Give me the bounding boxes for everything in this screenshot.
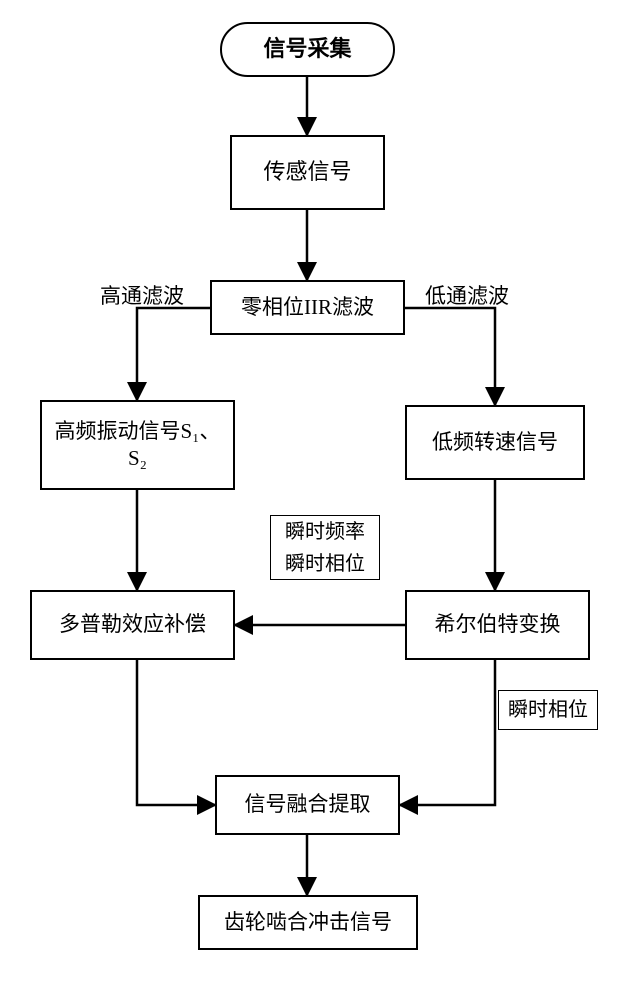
flowchart-canvas: 信号采集 传感信号 零相位IIR滤波 高频振动信号S₁、 S₂ 低频转速信号 多…: [0, 0, 641, 1000]
node-label: 传感信号: [263, 158, 351, 187]
node-label: 低频转速信号: [432, 429, 558, 456]
edge-label-lowpass: 低通滤波: [425, 280, 509, 310]
node-label: 多普勒效应补偿: [59, 611, 206, 638]
note-inst-phase: 瞬时相位: [498, 690, 598, 730]
node-signal-fusion: 信号融合提取: [215, 775, 400, 835]
node-signal-acquisition: 信号采集: [220, 22, 395, 77]
node-low-freq-speed: 低频转速信号: [405, 405, 585, 480]
edge-label-text: 高通滤波: [100, 284, 184, 308]
node-label: 希尔伯特变换: [435, 611, 561, 638]
node-label: 齿轮啮合冲击信号: [224, 909, 392, 936]
node-doppler-compensation: 多普勒效应补偿: [30, 590, 235, 660]
node-label: 零相位IIR滤波: [241, 294, 374, 321]
node-hilbert-transform: 希尔伯特变换: [405, 590, 590, 660]
node-label: 高频振动信号S₁、 S₂: [55, 418, 221, 473]
node-label: 信号融合提取: [245, 791, 371, 818]
node-high-freq-vibration: 高频振动信号S₁、 S₂: [40, 400, 235, 490]
node-label: 信号采集: [263, 35, 351, 64]
note-label: 瞬时相位: [508, 694, 588, 726]
node-zero-phase-iir: 零相位IIR滤波: [210, 280, 405, 335]
node-gear-mesh-impact: 齿轮啮合冲击信号: [198, 895, 418, 950]
note-label: 瞬时频率 瞬时相位: [285, 516, 365, 580]
edge-label-text: 低通滤波: [425, 284, 509, 308]
node-sensor-signal: 传感信号: [230, 135, 385, 210]
note-inst-freq-phase: 瞬时频率 瞬时相位: [270, 515, 380, 580]
edge-label-highpass: 高通滤波: [100, 280, 184, 310]
